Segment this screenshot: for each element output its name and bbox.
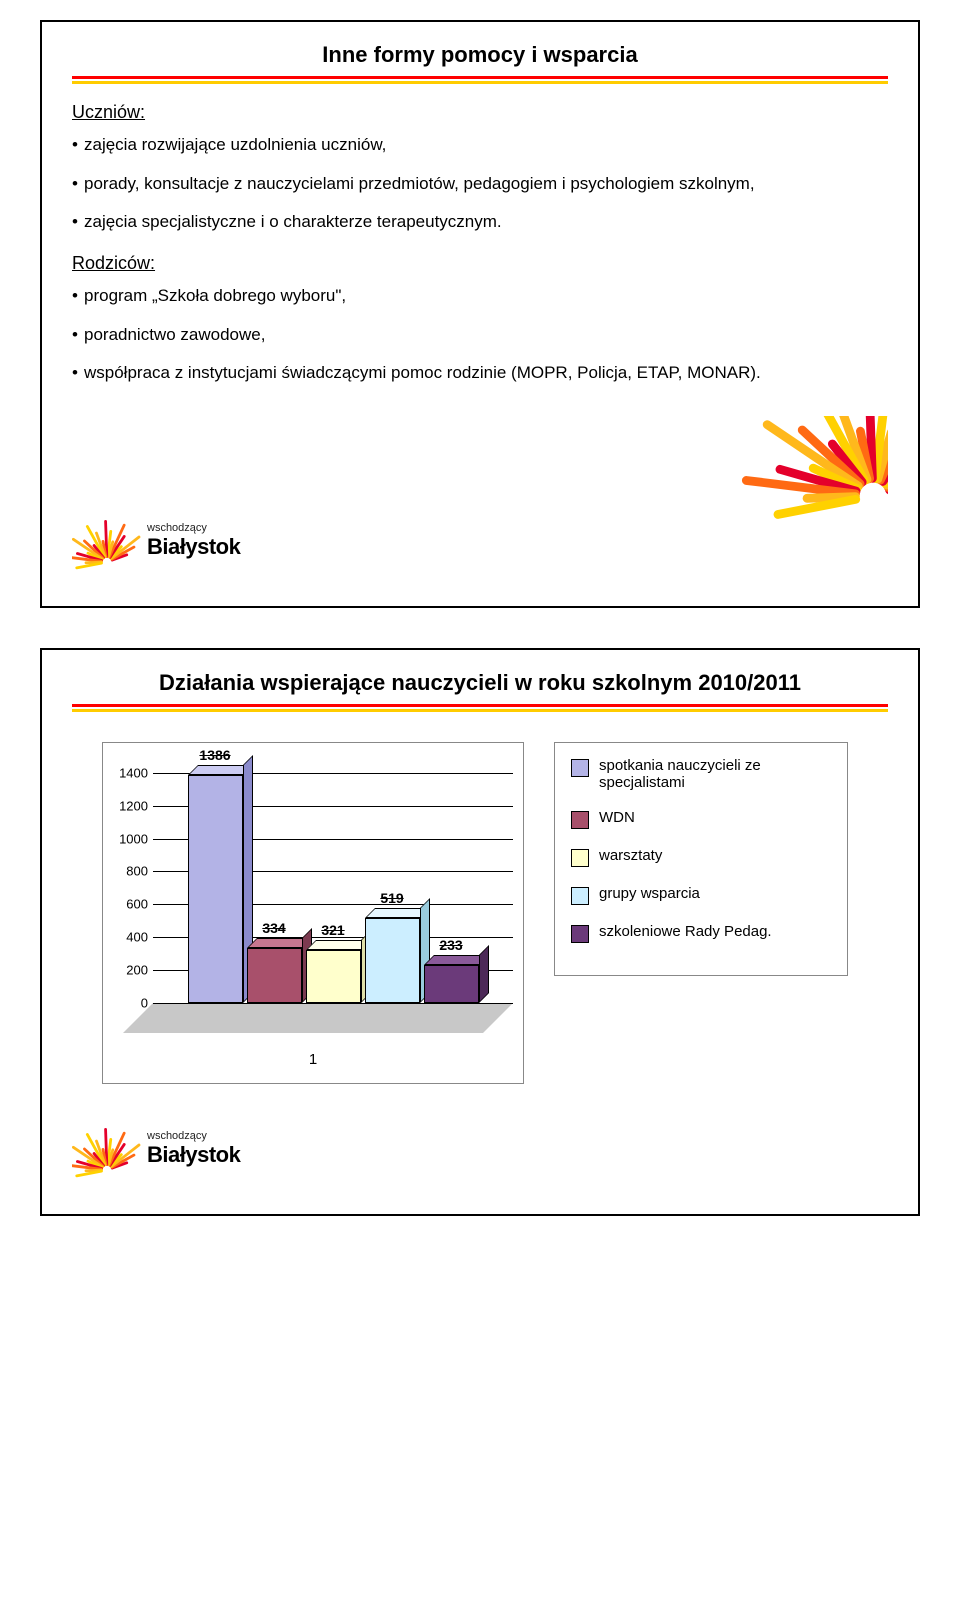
plot-area: 0200400600800100012001400 1386 334 321 5… — [153, 773, 513, 1033]
legend-item: WDN — [571, 809, 831, 829]
list-item: współpraca z instytucjami świadczącymi p… — [72, 361, 888, 386]
legend-item: szkoleniowe Rady Pedag. — [571, 923, 831, 943]
legend-swatch — [571, 887, 589, 905]
bar-value-label: 334 — [247, 920, 302, 936]
brand-logo-small: wschodzący Białystok — [72, 1114, 240, 1184]
section2-head: Rodziców: — [72, 253, 888, 274]
legend-swatch — [571, 811, 589, 829]
brand-big: Białystok — [147, 534, 240, 560]
brand-text: wschodzący Białystok — [147, 1130, 240, 1168]
legend-label: szkoleniowe Rady Pedag. — [599, 923, 772, 940]
slide1-title: Inne formy pomocy i wsparcia — [72, 42, 888, 68]
logo-row: wschodzący Białystok — [72, 416, 888, 576]
sun-icon — [72, 1114, 142, 1184]
bar: 233 — [424, 965, 479, 1003]
list-item: zajęcia specjalistyczne i o charakterze … — [72, 210, 888, 235]
legend-label: spotkania nauczycieli ze specjalistami — [599, 757, 831, 791]
legend-swatch — [571, 849, 589, 867]
title-rule — [72, 76, 888, 84]
chart-legend: spotkania nauczycieli ze specjalistami W… — [554, 742, 848, 976]
logo-row: wschodzący Białystok — [72, 1114, 888, 1184]
sun-icon — [72, 506, 142, 576]
slide-1: Inne formy pomocy i wsparcia Uczniów: za… — [40, 20, 920, 608]
bars-group: 1386 334 321 519 233 — [153, 773, 513, 1003]
title-rule — [72, 704, 888, 712]
legend-item: grupy wsparcia — [571, 885, 831, 905]
list-item: porady, konsultacje z nauczycielami prze… — [72, 172, 888, 197]
legend-item: spotkania nauczycieli ze specjalistami — [571, 757, 831, 791]
bar-value-label: 321 — [306, 922, 361, 938]
section1-head: Uczniów: — [72, 102, 888, 123]
legend-label: warsztaty — [599, 847, 662, 864]
bar-value-label: 1386 — [188, 747, 243, 763]
legend-swatch — [571, 925, 589, 943]
brand-logo-small: wschodzący Białystok — [72, 506, 240, 576]
sun-icon-large — [728, 416, 888, 576]
bar: 1386 — [188, 775, 243, 1003]
bar-chart: 0200400600800100012001400 1386 334 321 5… — [102, 742, 524, 1084]
brand-big: Białystok — [147, 1142, 240, 1168]
section2-list: program „Szkoła dobrego wyboru", poradni… — [72, 284, 888, 386]
legend-swatch — [571, 759, 589, 777]
legend-item: warsztaty — [571, 847, 831, 867]
list-item: zajęcia rozwijające uzdolnienia uczniów, — [72, 133, 888, 158]
list-item: program „Szkoła dobrego wyboru", — [72, 284, 888, 309]
bar-value-label: 233 — [424, 937, 479, 953]
bar: 519 — [365, 918, 420, 1003]
slide-2: Działania wspierające nauczycieli w roku… — [40, 648, 920, 1216]
brand-small: wschodzący — [147, 522, 240, 534]
bar: 334 — [247, 948, 302, 1003]
brand-small: wschodzący — [147, 1130, 240, 1142]
bar-value-label: 519 — [365, 890, 420, 906]
slide2-title: Działania wspierające nauczycieli w roku… — [72, 670, 888, 696]
bar: 321 — [306, 950, 361, 1003]
x-axis-label: 1 — [103, 1051, 523, 1068]
brand-text: wschodzący Białystok — [147, 522, 240, 560]
chart-floor — [123, 1003, 513, 1033]
legend-label: grupy wsparcia — [599, 885, 700, 902]
section1-list: zajęcia rozwijające uzdolnienia uczniów,… — [72, 133, 888, 235]
legend-label: WDN — [599, 809, 635, 826]
list-item: poradnictwo zawodowe, — [72, 323, 888, 348]
chart-area: 0200400600800100012001400 1386 334 321 5… — [72, 742, 888, 1084]
